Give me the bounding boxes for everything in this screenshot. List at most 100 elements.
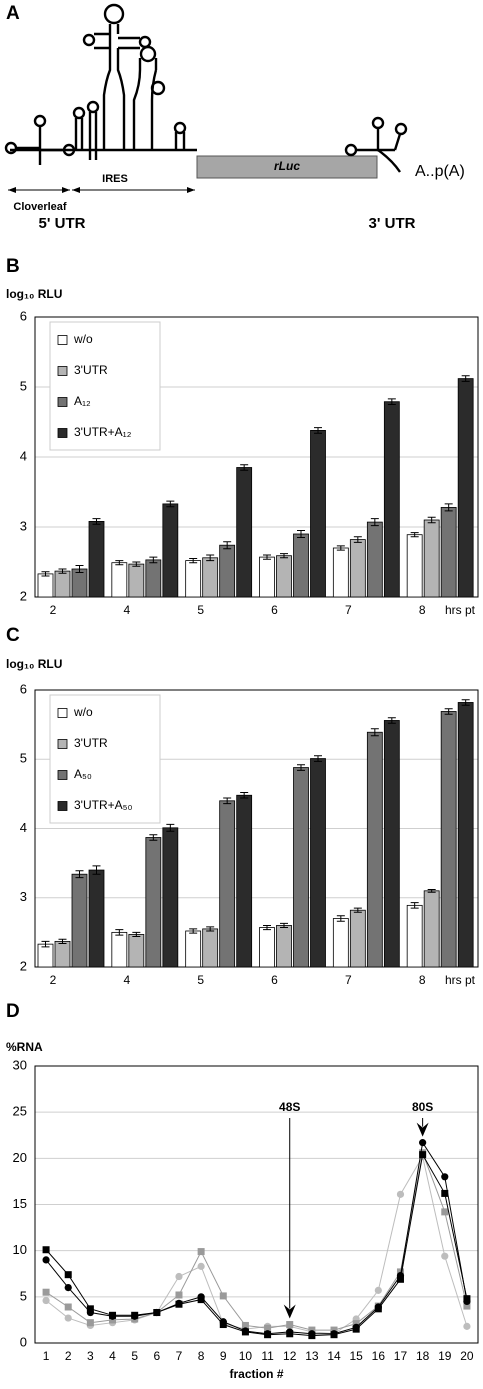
bar (111, 931, 128, 968)
y-tick-label: 5 (20, 378, 27, 393)
bar (54, 940, 71, 968)
marker (396, 1268, 404, 1276)
bar (349, 539, 366, 598)
bar (406, 534, 423, 598)
region-label: 5' UTR (39, 215, 86, 232)
ires-stem (132, 58, 158, 150)
x-tick-label: 4 (123, 973, 130, 987)
y-axis-label: log₁₀ RLU (6, 287, 62, 301)
y-tick-label: 0 (20, 1334, 27, 1349)
error-bar (370, 728, 379, 737)
error-bar (206, 926, 215, 932)
bar (145, 559, 162, 598)
y-tick-label: 6 (20, 681, 27, 696)
y-tick-label: 30 (13, 1057, 27, 1072)
marker (86, 1305, 94, 1313)
error-bar (314, 755, 322, 762)
error-bar (353, 907, 362, 913)
plot-frame (34, 1065, 479, 1344)
marker (219, 1321, 227, 1329)
error-bar (223, 541, 232, 550)
bar (423, 519, 440, 598)
error-bar (132, 561, 141, 567)
gene-label: rLuc (274, 159, 300, 173)
marker (441, 1252, 449, 1260)
utr3-structure (356, 128, 402, 173)
bar (71, 873, 88, 968)
marker (396, 1190, 405, 1198)
x-tick-label: 6 (271, 973, 278, 987)
error-bar (461, 375, 470, 382)
bar (128, 934, 145, 968)
region-label: IRES (102, 173, 128, 185)
error-bar (353, 536, 362, 543)
error-bar (336, 915, 345, 922)
bar (293, 767, 309, 968)
error-bar (58, 568, 67, 574)
marker (419, 1151, 427, 1159)
loop (72, 106, 86, 120)
marker (42, 1246, 50, 1254)
series-line (45, 1155, 468, 1335)
x-tick-label: 13 (305, 1349, 319, 1363)
x-tick-label: 2 (65, 1349, 72, 1363)
legend-box (49, 321, 161, 451)
region-label: 3' UTR (369, 215, 416, 232)
bar (88, 521, 105, 598)
bar (259, 556, 275, 598)
marker (419, 1139, 427, 1147)
y-axis-label: %RNA (6, 1040, 43, 1054)
bar (236, 794, 253, 968)
marker (241, 1328, 249, 1336)
loop (371, 116, 385, 130)
plot-frame (34, 316, 479, 598)
annotation: 48S (279, 1100, 300, 1114)
x-axis-label: fraction # (229, 1367, 283, 1381)
marker (264, 1331, 272, 1339)
loop (103, 3, 125, 25)
x-tick-label: 5 (131, 1349, 138, 1363)
panel-label: A (6, 3, 20, 24)
legend-swatch (57, 366, 68, 376)
bar (332, 918, 349, 968)
marker (42, 1288, 50, 1296)
y-tick-label: 20 (13, 1150, 27, 1165)
y-tick-label: 2 (20, 958, 27, 973)
error-bar (427, 888, 436, 893)
marker (175, 1272, 183, 1281)
error-bar (75, 870, 84, 879)
legend-label: 3'UTR+A₁₂ (74, 425, 132, 439)
legend-label: A₁₂ (74, 394, 91, 408)
bar (310, 758, 326, 968)
error-bar (280, 922, 288, 929)
legend-box (49, 694, 161, 824)
loop (394, 122, 408, 136)
error-bar (314, 427, 322, 434)
marker (286, 1330, 294, 1338)
marker (352, 1320, 360, 1328)
x-tick-label: 1 (43, 1349, 50, 1363)
panel-label: D (6, 1001, 20, 1022)
x-tick-label: 7 (345, 973, 352, 987)
error-bar (240, 791, 249, 799)
y-tick-label: 3 (20, 518, 27, 533)
x-tick-label: 11 (261, 1349, 274, 1363)
marker (352, 1325, 360, 1333)
bar (276, 925, 292, 968)
bar (440, 711, 457, 968)
x-tick-label: 18 (416, 1349, 430, 1363)
y-tick-label: 4 (20, 820, 27, 835)
marker (330, 1331, 338, 1339)
marker (374, 1305, 382, 1313)
marker (441, 1208, 449, 1216)
loop (344, 143, 358, 157)
x-tick-label: 9 (220, 1349, 227, 1363)
tail-label: A..p(A) (415, 163, 465, 180)
bar (457, 378, 474, 598)
loop (139, 45, 157, 63)
y-tick-label: 2 (20, 588, 27, 603)
loop (4, 141, 18, 155)
error-bar (132, 931, 141, 938)
error-bar (427, 516, 436, 524)
error-bar (297, 530, 305, 538)
